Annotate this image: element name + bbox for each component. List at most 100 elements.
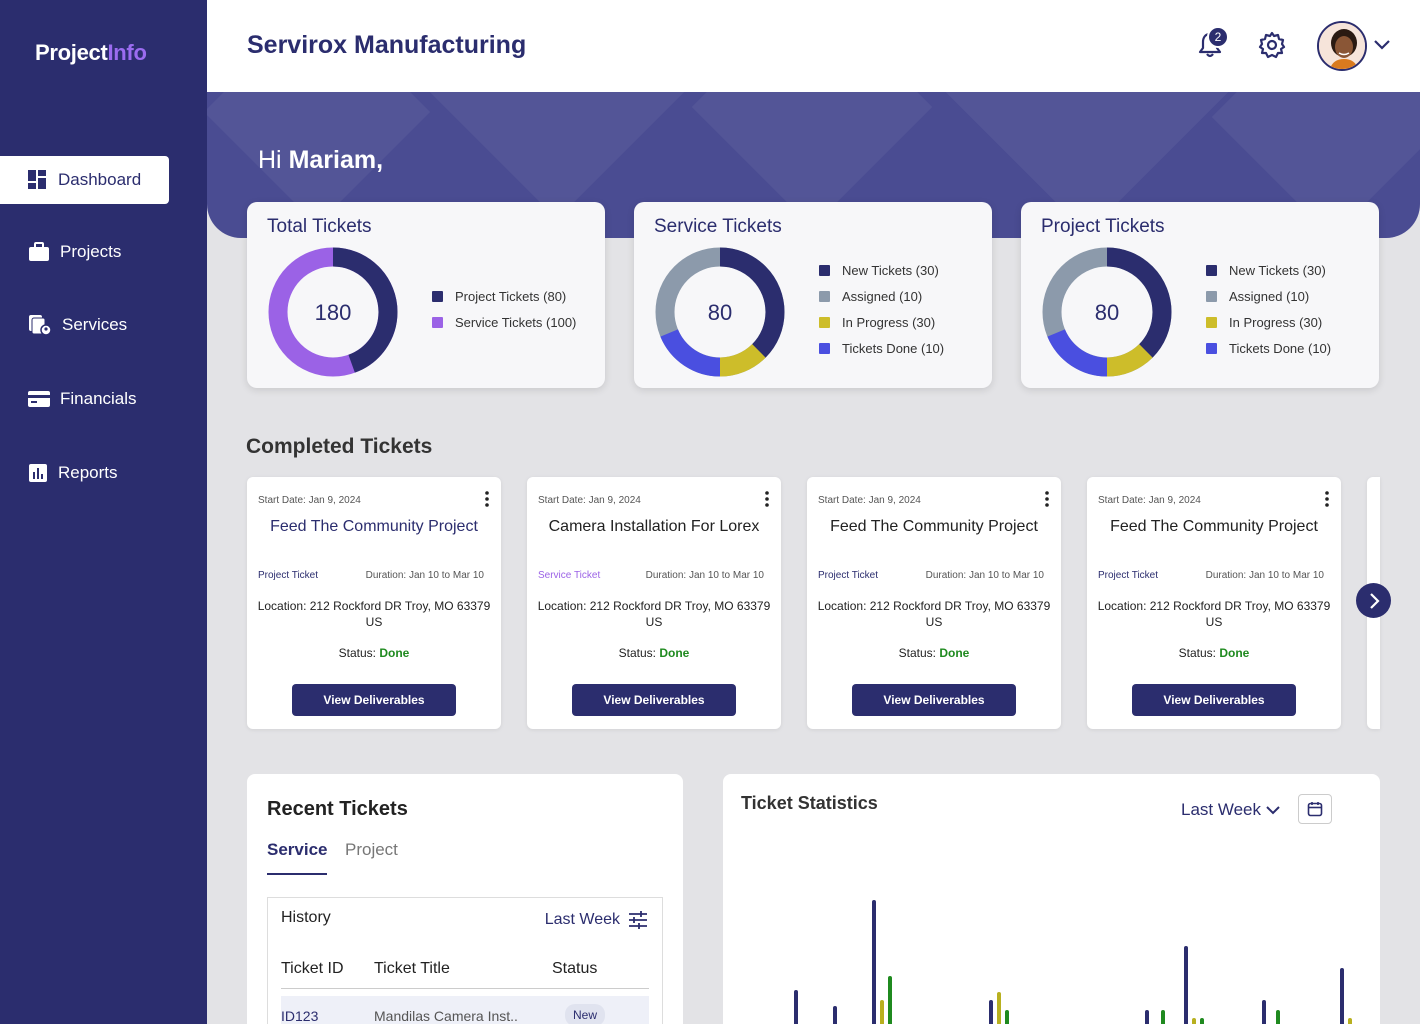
more-options-icon[interactable]	[485, 491, 489, 507]
credit-card-icon	[28, 391, 50, 407]
brand-logo[interactable]: ProjectInfo	[35, 40, 147, 65]
sidebar-item-services[interactable]: Services	[0, 301, 169, 349]
sidebar-item-label: Financials	[60, 389, 137, 408]
view-deliverables-button[interactable]: View Deliverables	[292, 684, 456, 716]
sidebar-item-dashboard[interactable]: Dashboard	[0, 156, 169, 204]
completed-tickets-title: Completed Tickets	[246, 435, 433, 458]
history-filter[interactable]: Last Week	[545, 911, 648, 929]
statistics-title: Ticket Statistics	[741, 793, 878, 813]
view-deliverables-button[interactable]: View Deliverables	[572, 684, 736, 716]
legend-item: New Tickets (30)	[819, 257, 944, 283]
start-date: Start Date: Jan 9, 2024	[818, 495, 921, 506]
ticket-duration: Duration: Jan 10 to Mar 10	[925, 570, 1044, 581]
services-icon	[29, 315, 52, 336]
company-name: Servirox Manufacturing	[247, 31, 527, 59]
start-date: Start Date: Jan 9, 2024	[1098, 495, 1201, 506]
ticket-title: Mandilas Camera Inst..	[374, 1008, 518, 1024]
briefcase-icon	[29, 242, 49, 261]
column-header[interactable]: Status	[552, 960, 598, 977]
more-options-icon[interactable]	[765, 491, 769, 507]
tab-service[interactable]: Service	[267, 840, 328, 859]
chart-bar	[1348, 1018, 1352, 1024]
sidebar-item-financials[interactable]: Financials	[0, 375, 169, 423]
sidebar-item-label: Services	[62, 315, 128, 334]
ticket-statistics-panel: Ticket Statistics Last Week	[723, 774, 1380, 1024]
greeting: Hi Mariam,	[258, 146, 384, 174]
chart-bar	[1145, 1010, 1149, 1024]
more-options-icon[interactable]	[1325, 491, 1329, 507]
chart-bar	[989, 1000, 993, 1024]
table-row[interactable]: ID123 Mandilas Camera Inst.. New	[281, 996, 649, 1024]
ticket-duration: Duration: Jan 10 to Mar 10	[645, 570, 764, 581]
filter-sliders-icon	[629, 911, 647, 929]
ticket-location: Location: 212 Rockford DR Troy, MO 63379…	[1097, 599, 1331, 629]
chart-bar	[1005, 1010, 1009, 1024]
chart-bar	[1161, 1010, 1165, 1024]
calendar-button[interactable]	[1298, 794, 1332, 824]
chart-bar	[997, 992, 1001, 1024]
ticket-title: Feed The Community Project	[270, 518, 478, 535]
start-date: Start Date: Jan 9, 2024	[258, 495, 361, 506]
range-dropdown[interactable]: Last Week	[1181, 800, 1281, 820]
chevron-down-icon[interactable]	[1373, 38, 1391, 52]
chart-legend: New Tickets (30) Assigned (10) In Progre…	[819, 257, 944, 361]
dashboard-icon	[28, 170, 46, 189]
chart-bar	[1192, 1018, 1196, 1024]
legend-item: New Tickets (30)	[1206, 257, 1331, 283]
next-slide-button[interactable]	[1356, 583, 1391, 618]
ticket-status: Status: Done	[618, 646, 690, 660]
ticket-type: Service Ticket	[538, 570, 601, 581]
chart-bar	[1276, 1010, 1280, 1024]
view-deliverables-button[interactable]: View Deliverables	[852, 684, 1016, 716]
ticket-duration: Duration: Jan 10 to Mar 10	[365, 570, 484, 581]
card-title: Service Tickets	[654, 216, 782, 237]
project-tickets-card: Project Tickets 80 New Tickets (30) Assi…	[1021, 202, 1379, 388]
notification-badge: 2	[1207, 26, 1229, 48]
donut-center-value: 80	[708, 300, 732, 325]
donut-center-value: 180	[315, 300, 352, 325]
ticket-card: Start Date: Jan 9, 2024 Feed The Communi…	[247, 477, 501, 729]
chart-legend: Project Tickets (80) Service Tickets (10…	[432, 283, 576, 335]
sidebar-item-reports[interactable]: Reports	[0, 449, 169, 497]
sidebar-item-projects[interactable]: Projects	[0, 228, 169, 276]
ticket-type: Project Ticket	[1098, 570, 1159, 581]
chart-bar	[1200, 1018, 1204, 1024]
ticket-type: Project Ticket	[258, 570, 319, 581]
calendar-icon	[1307, 802, 1323, 817]
service-tickets-donut: 80	[655, 247, 785, 377]
top-header: Servirox Manufacturing 2	[207, 0, 1420, 92]
more-options-icon[interactable]	[1045, 491, 1049, 507]
ticket-status: Status: Done	[898, 646, 970, 660]
chart-bar	[1184, 946, 1188, 1024]
ticket-location: Location: 212 Rockford DR Troy, MO 63379…	[537, 599, 771, 629]
ticket-card: Start Date: Jan 9, 2024 Feed The Communi…	[807, 477, 1061, 729]
chart-bar	[872, 900, 876, 1024]
avatar[interactable]	[1317, 21, 1367, 71]
column-header[interactable]: Ticket ID	[281, 960, 344, 977]
legend-item: Project Tickets (80)	[432, 283, 576, 309]
user-photo-icon	[1319, 23, 1365, 69]
ticket-location: Location: 212 Rockford DR Troy, MO 63379…	[257, 599, 491, 629]
recent-tickets-panel: Recent Tickets Service Project History L…	[247, 774, 683, 1024]
chevron-right-icon	[1369, 592, 1380, 609]
ticket-card: Start Date: Jan 9, 2024 Camera Installat…	[527, 477, 781, 729]
start-date: Start Date: Jan 9, 2024	[538, 495, 641, 506]
chart-bar	[1262, 1000, 1266, 1024]
chart-bar	[880, 1000, 884, 1024]
view-deliverables-button[interactable]: View Deliverables	[1132, 684, 1296, 716]
tab-project[interactable]: Project	[345, 840, 398, 859]
legend-item: Service Tickets (100)	[432, 309, 576, 335]
sidebar-item-label: Reports	[58, 463, 118, 482]
ticket-status: Status: Done	[338, 646, 410, 660]
legend-item: In Progress (30)	[819, 309, 944, 335]
gear-icon[interactable]	[1257, 30, 1287, 60]
status-badge: New	[565, 1004, 606, 1024]
column-header[interactable]: Ticket Title	[374, 960, 450, 977]
sidebar-item-label: Dashboard	[58, 170, 142, 189]
ticket-title: Feed The Community Project	[1110, 518, 1318, 535]
donut-center-value: 80	[1095, 300, 1119, 325]
ticket-type: Project Ticket	[818, 570, 879, 581]
chart-bar	[888, 976, 892, 1024]
legend-item: Assigned (10)	[819, 283, 944, 309]
ticket-title: Feed The Community Project	[830, 518, 1038, 535]
